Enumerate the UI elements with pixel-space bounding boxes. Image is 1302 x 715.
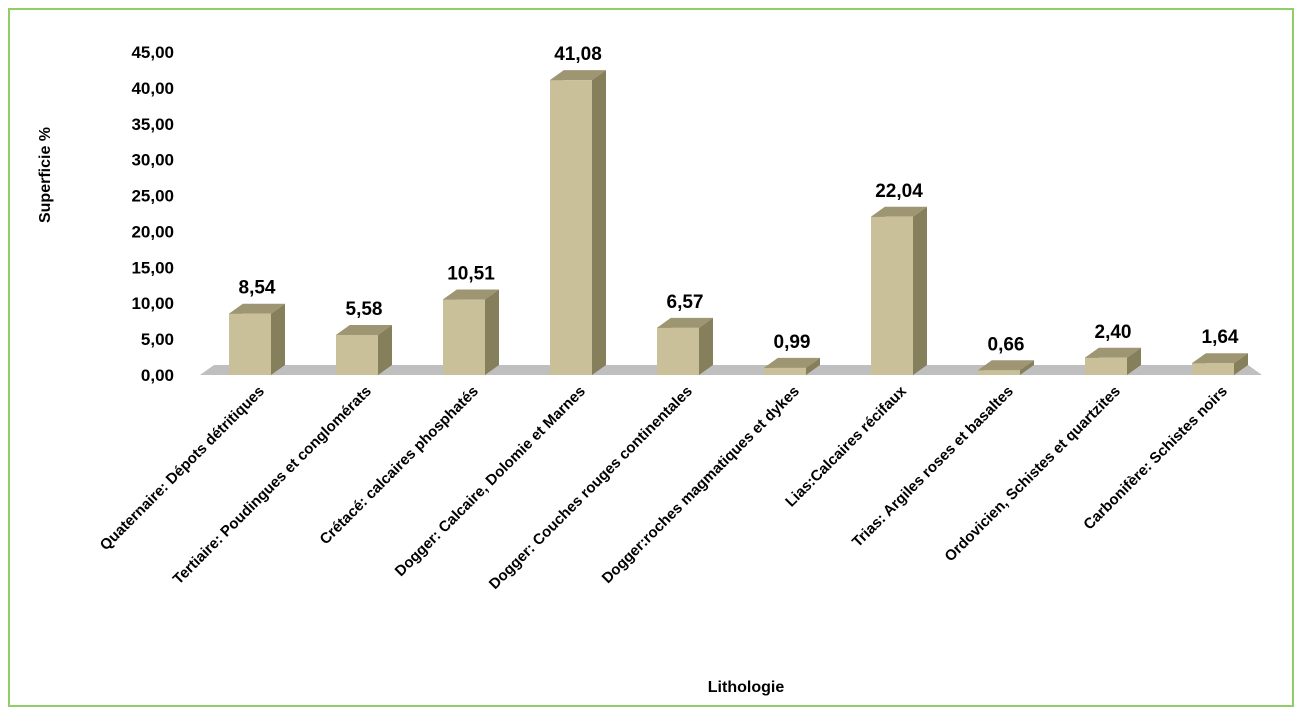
- bar-top: [657, 317, 713, 328]
- bar: [764, 357, 820, 375]
- y-tick-label: 30,00: [131, 151, 174, 170]
- bar-front: [336, 334, 378, 375]
- data-label: 6,57: [667, 292, 704, 313]
- bar-front: [1192, 363, 1234, 375]
- bar-front: [550, 80, 592, 375]
- y-tick-label: 40,00: [131, 79, 174, 98]
- bar-top: [1085, 347, 1141, 358]
- bar-front: [443, 299, 485, 375]
- y-tick-label: 0,00: [141, 366, 174, 385]
- data-label: 5,58: [346, 299, 383, 320]
- bar-side-right: [1127, 347, 1141, 375]
- y-tick-label: 10,00: [131, 294, 174, 313]
- data-label: 41,08: [554, 44, 602, 65]
- bar-side-right: [378, 324, 392, 375]
- bar-front: [978, 370, 1020, 375]
- data-label: 0,99: [774, 332, 811, 353]
- bar-top: [764, 357, 820, 368]
- category-label: Dogger: Couches rouges continentales: [486, 383, 696, 593]
- bar-front: [657, 327, 699, 375]
- chart-frame: [8, 8, 1294, 707]
- category-label: Lias:Calcaires récifaux: [782, 382, 910, 510]
- bar: [336, 324, 392, 375]
- bar-side-right: [271, 303, 285, 375]
- data-label: 22,04: [875, 181, 923, 202]
- data-label: 1,64: [1202, 327, 1239, 348]
- category-label: Ordovicien, Schistes et quartzites: [941, 383, 1123, 565]
- bar: [871, 206, 927, 375]
- y-tick-label: 35,00: [131, 115, 174, 134]
- bar-side-right: [699, 317, 713, 375]
- data-label: 8,54: [239, 278, 276, 299]
- bar-front: [764, 367, 806, 375]
- bar-front: [229, 313, 271, 375]
- bar-top: [443, 289, 499, 300]
- bar-top: [871, 206, 927, 217]
- bar: [978, 360, 1034, 375]
- y-axis-title: Superficie %: [37, 127, 54, 223]
- bar-top: [1192, 353, 1248, 364]
- bar: [1085, 347, 1141, 375]
- bar-side-right: [485, 289, 499, 375]
- bar: [229, 303, 285, 375]
- bar-top: [229, 303, 285, 314]
- bar-side-right: [913, 206, 927, 375]
- bar: [1192, 353, 1248, 375]
- data-label: 2,40: [1095, 322, 1132, 343]
- bar-top: [336, 324, 392, 335]
- bar-front: [871, 216, 913, 375]
- category-label: Dogger: Calcaire, Dolomie et Marnes: [392, 383, 589, 580]
- bar: [443, 289, 499, 375]
- y-tick-label: 20,00: [131, 222, 174, 241]
- y-tick-label: 25,00: [131, 187, 174, 206]
- data-label: 0,66: [988, 334, 1025, 355]
- y-tick-label: 15,00: [131, 258, 174, 277]
- bar: [657, 317, 713, 375]
- category-label: Tertiaire: Poudingues et conglomérats: [170, 383, 375, 588]
- category-label: Dogger:roches magmatiques et dykes: [599, 383, 803, 587]
- bar-side-right: [1234, 353, 1248, 375]
- bar: [550, 70, 606, 375]
- category-label: Quaternaire: Dépots détritiques: [97, 383, 268, 554]
- y-tick-label: 5,00: [141, 330, 174, 349]
- bar-top: [978, 360, 1034, 371]
- bar-top: [550, 70, 606, 81]
- bar-side-right: [806, 357, 820, 375]
- bar-side-right: [592, 70, 606, 375]
- y-tick-label: 45,00: [131, 43, 174, 62]
- data-label: 10,51: [447, 264, 495, 285]
- bar-side-right: [1020, 360, 1034, 375]
- bar-front: [1085, 357, 1127, 375]
- x-axis-title: Lithologie: [708, 679, 785, 696]
